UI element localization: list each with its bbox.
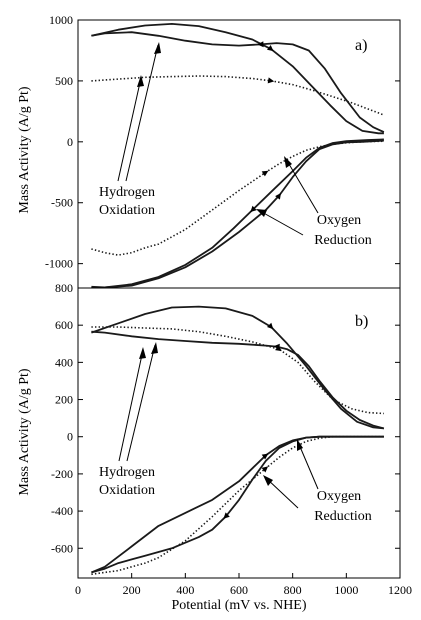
panel-b-series-3-dotted: [91, 326, 384, 415]
panel-b-series-6-direction-arrow: [261, 466, 269, 473]
panel-a: -1000 -500 0 500 1000 a) Mass Activity (A/g …: [17, 13, 401, 289]
x-tick-label: 400: [176, 583, 194, 597]
panel-a-hydrogen-arrow-2: [125, 44, 159, 182]
panel-b-hydrogen-arrowhead-1: [139, 347, 146, 359]
panel-a-y-ticks: -1000 -500 0 500 1000: [45, 13, 400, 271]
panel-b-ylabel: Mass Activity (A/g Pt): [17, 368, 32, 496]
panel-a-series-6-direction-arrow: [261, 170, 269, 177]
panel-a-series-3-direction-arrow: [267, 77, 275, 84]
panel-b-hydrogen-arrow-1: [118, 349, 144, 462]
panel-b-oxygen-label-line1: Oxygen: [317, 489, 361, 504]
panel-b-oxygen-reduction-annotation: Oxygen Reduction: [263, 439, 372, 524]
panel-a-hydrogen-arrow-1: [117, 77, 142, 182]
panel-a-reduction-label-line2: Reduction: [314, 233, 372, 248]
panel-a-series-2-direction-arrow: [257, 41, 264, 48]
x-tick-label: 800: [284, 583, 302, 597]
panel-a-ylabel: Mass Activity (A/g Pt): [17, 86, 32, 214]
x-tick-label: 1000: [334, 583, 358, 597]
panel-b-y-ticks: -600 -400 -200 0 200 400 600 800: [51, 281, 400, 555]
panel-a-oxygen-arrowhead-1: [284, 156, 292, 168]
panel-a-oxidation-label-line2: Oxidation: [99, 203, 155, 218]
panel-b-y-tick-label: 400: [55, 355, 73, 369]
panel-b-oxygen-arrowhead-1: [297, 439, 303, 451]
panel-b-hydrogen-label-line1: Hydrogen: [99, 465, 155, 480]
panel-b-oxygen-arrow-2: [265, 477, 299, 509]
x-tick-label: 0: [75, 583, 81, 597]
panel-a-oxygen-arrow-1: [285, 158, 319, 214]
panel-a-series-4-direction-arrow: [275, 193, 281, 200]
panel-b-reduction-label-line2: Reduction: [314, 509, 372, 524]
panel-a-y-tick-label: -500: [51, 196, 73, 210]
panel-a-oxygen-reduction-annotation: Oxygen Reduction: [256, 156, 372, 248]
panel-a-label: a): [355, 37, 367, 54]
panel-a-y-tick-label: -1000: [45, 257, 73, 271]
panel-b-plot-area: [91, 305, 385, 576]
panel-b-frame: [77, 287, 401, 579]
panel-a-hydrogen-label-line1: Hydrogen: [99, 185, 155, 200]
panel-a-series-1-direction-arrow: [267, 45, 274, 52]
panel-b-y-tick-label: 800: [55, 281, 73, 295]
panel-a-y-tick-label: 500: [55, 74, 73, 88]
panel-a-oxygen-arrow-2: [259, 210, 304, 236]
panel-b-y-tick-label: -200: [51, 467, 73, 481]
panel-b-series-2-solid: [91, 330, 385, 430]
panel-b-y-tick-label: 200: [55, 393, 73, 407]
panel-b-series-1-solid: [91, 305, 384, 430]
panel-a-series-5-direction-arrow: [250, 205, 257, 213]
panel-a-series-6-dotted: [91, 140, 384, 256]
panel-a-plot-area: [91, 22, 385, 288]
panel-b-x-ticks: 0 200 400 600 800 1000 1200: [75, 573, 412, 597]
panel-b-hydrogen-arrow-2: [126, 344, 156, 462]
panel-b-y-tick-label: 0: [67, 430, 73, 444]
panel-b-oxygen-arrowhead-2: [263, 475, 273, 486]
panel-a-y-tick-label: 0: [67, 135, 73, 149]
panel-b-series-4-solid: [91, 435, 384, 574]
panel-a-oxygen-label-line1: Oxygen: [317, 213, 361, 228]
panel-b-hydrogen-arrowhead-2: [151, 342, 158, 354]
panel-a-hydrogen-oxidation-annotation: Hydrogen Oxidation: [99, 42, 161, 218]
panel-b-label: b): [355, 313, 368, 330]
panel-a-y-tick-label: 1000: [49, 13, 73, 27]
panel-a-ylabel-group: Mass Activity (A/g Pt): [17, 86, 32, 214]
panel-a-hydrogen-arrowhead-2: [154, 42, 161, 54]
panel-a-series-5-solid: [91, 138, 384, 288]
panel-b-series-3-direction-arrow: [275, 345, 282, 352]
panel-b: -600 -400 -200 0 200 400 600 800 0 200 400 600 800 1…: [17, 281, 412, 613]
x-tick-label: 1200: [388, 583, 412, 597]
panel-b-y-tick-label: -400: [51, 504, 73, 518]
panel-b-series-4-direction-arrow: [261, 453, 269, 460]
panel-b-y-tick-label: 600: [55, 318, 73, 332]
panel-a-oxygen-arrowhead-2: [256, 209, 267, 217]
x-axis-label: Potential (mV vs. NHE): [171, 598, 306, 613]
x-tick-label: 200: [123, 583, 141, 597]
panel-b-series-5-direction-arrow: [223, 512, 230, 519]
panel-a-series-4-solid: [91, 139, 384, 288]
x-tick-label: 600: [230, 583, 248, 597]
panel-b-ylabel-group: Mass Activity (A/g Pt): [17, 368, 32, 496]
panel-b-series-5-solid: [91, 435, 384, 574]
panel-b-y-tick-label: -600: [51, 541, 73, 555]
panel-a-hydrogen-arrowhead-1: [137, 75, 144, 87]
panel-b-hydrogen-oxidation-annotation: Hydrogen Oxidation: [99, 342, 158, 498]
panel-b-oxygen-arrow-1: [297, 441, 319, 490]
panel-b-series-1-direction-arrow: [267, 322, 274, 330]
panel-a-series-3-dotted: [91, 75, 385, 116]
panel-b-oxidation-label-line2: Oxidation: [99, 483, 155, 498]
panel-b-series-6-dotted: [91, 435, 384, 576]
panel-a-series-2-solid: [91, 31, 385, 133]
